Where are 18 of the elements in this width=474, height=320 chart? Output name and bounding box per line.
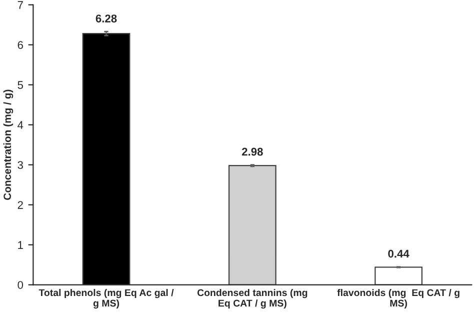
y-tick-label: 7 — [18, 1, 23, 9]
x-tick-label: Condensed tannins (mg Eq CAT / g MS) — [197, 288, 308, 309]
data-label: 2.98 — [242, 148, 263, 156]
y-tick-label: 3 — [18, 161, 23, 169]
y-tick-label: 2 — [18, 201, 23, 209]
data-label: 0.44 — [388, 250, 410, 258]
data-label: 6.28 — [96, 14, 117, 22]
y-tick-label: 0 — [18, 281, 24, 289]
bar — [82, 33, 130, 285]
y-tick-label: 6 — [18, 41, 23, 49]
y-tick-label: 4 — [18, 121, 24, 129]
y-tick-label: 1 — [18, 241, 23, 249]
x-tick-label: Total phenols (mg Eq Ac gal / g MS) — [38, 288, 174, 309]
bar — [374, 266, 422, 285]
y-tick-label: 5 — [18, 81, 23, 89]
x-tick-label: flavonoids (mg Eq CAT / g MS) — [337, 288, 460, 309]
bar — [228, 165, 276, 285]
y-axis-title: Concentration (mg / g) — [3, 90, 14, 200]
